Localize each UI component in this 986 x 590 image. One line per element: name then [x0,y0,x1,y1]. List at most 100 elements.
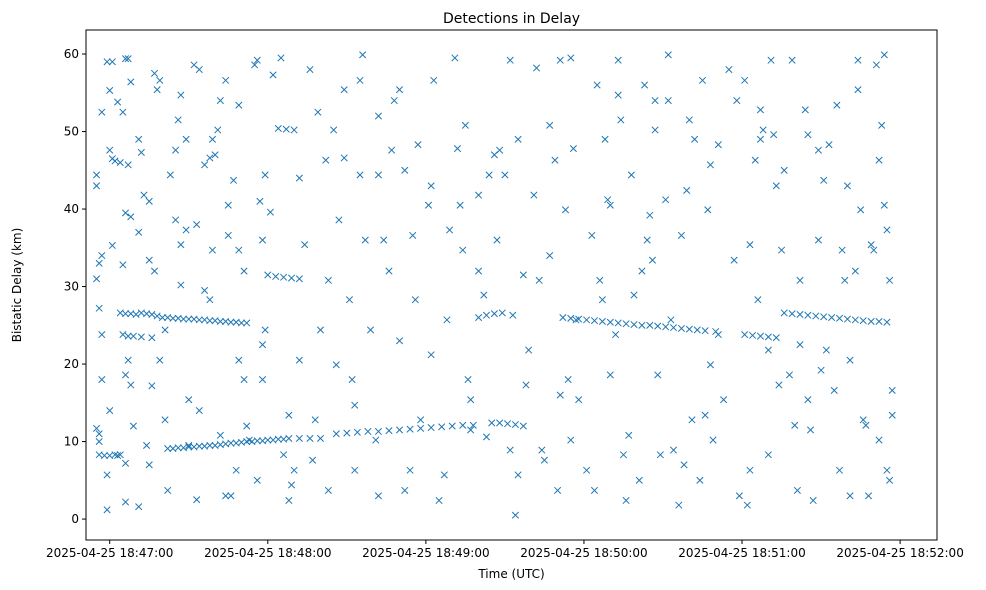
data-point [554,486,562,494]
data-point [559,313,567,322]
data-point [664,51,672,59]
data-point [206,296,214,304]
data-point [843,315,851,323]
data-point [883,466,891,474]
data-point [572,316,580,324]
data-point [295,275,303,283]
data-point [720,396,728,404]
data-point [593,81,601,89]
data-point [295,356,303,364]
data-point [583,466,591,474]
data-point [622,320,630,328]
data-point [772,334,780,342]
data-point [733,96,741,105]
data-point [627,171,635,179]
data-point [374,427,383,436]
data-point [385,267,393,275]
data-point [240,267,248,275]
data-point [316,434,325,443]
data-point [406,466,414,474]
data-point [756,332,765,340]
data-point [172,216,180,224]
data-point [316,326,325,334]
data-point [538,446,546,454]
y-tick-label: 60 [64,47,79,61]
data-point [193,220,201,229]
data-point [614,56,622,64]
data-point [841,276,849,284]
data-point [121,459,130,467]
data-point [148,334,156,342]
data-point [725,65,733,74]
data-point [232,466,240,474]
data-point [306,65,314,74]
data-point [374,492,383,500]
data-point [290,466,298,474]
data-point [395,337,404,345]
data-point [206,154,214,162]
data-point [614,319,622,327]
data-point [427,351,435,359]
data-point [417,424,425,432]
data-point [590,317,599,325]
data-point [351,401,359,409]
data-point [796,276,804,284]
data-point [835,466,844,474]
data-point [854,86,862,94]
data-point [886,276,894,284]
data-point [488,419,496,427]
data-point [680,461,688,469]
data-point [274,124,282,132]
data-point [701,411,709,419]
data-point [662,196,670,204]
data-point [706,361,714,369]
data-point [306,434,314,443]
data-point [830,386,838,394]
data-point [780,166,788,174]
data-point [704,206,712,214]
data-point [846,356,854,364]
data-point [106,407,114,415]
data-point [825,141,833,149]
data-point [201,286,209,294]
data-point [140,191,148,199]
data-point [735,492,743,500]
data-point [480,291,488,299]
data-point [164,486,172,494]
data-point [135,503,143,511]
data-point [446,226,454,234]
data-point [208,246,217,254]
data-point [654,371,662,379]
y-tick-label: 0 [71,512,79,526]
data-point [374,171,383,179]
data-point [424,201,433,209]
data-point [622,496,630,505]
data-point [453,145,462,153]
data-point [506,56,514,64]
data-point [796,310,804,319]
data-point [846,492,854,500]
data-point [493,236,501,244]
data-point [127,78,135,86]
data-point [859,416,867,424]
data-point [809,496,817,505]
x-tick-label: 2025-04-25 18:47:00 [46,546,173,560]
data-point [261,171,269,179]
data-point [92,424,101,432]
data-point [814,146,822,154]
data-point [153,86,161,94]
data-point [98,376,106,384]
data-point [121,209,130,217]
data-point [875,156,883,164]
data-point [756,106,765,114]
data-point [878,121,886,129]
y-tick-label: 10 [64,435,79,449]
data-point [701,327,709,335]
data-point [182,135,190,143]
data-point [311,416,319,424]
data-point [206,317,214,325]
data-point [121,498,130,506]
data-point [364,427,372,436]
data-point [851,316,859,324]
data-point [156,356,164,364]
